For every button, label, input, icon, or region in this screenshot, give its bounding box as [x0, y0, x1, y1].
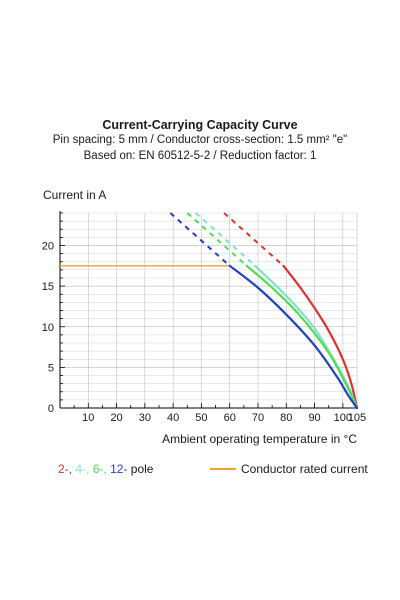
series-6-pole-dashed [186, 212, 248, 267]
x-tick-label: 10 [82, 412, 94, 424]
legend-pole12: 12- [110, 462, 128, 476]
x-tick-label: 50 [195, 412, 207, 424]
y-tick-label: 10 [42, 322, 54, 334]
legend-pole-counts: 2-, 4-, 6-, 12- pole [58, 462, 153, 476]
chart-title: Current-Carrying Capacity Curve [102, 118, 298, 132]
series-6-pole-curve [245, 264, 359, 410]
y-tick-label: 0 [48, 403, 54, 415]
y-axis-label: Current in A [43, 188, 107, 202]
x-tick-label: 30 [139, 412, 151, 424]
chart-subtitle-specs: Pin spacing: 5 mm / Conductor cross-sect… [52, 134, 348, 146]
x-tick-label: 60 [224, 412, 236, 424]
legend-pole2: 2-, [58, 462, 73, 476]
x-tick-label: 100 [334, 412, 352, 424]
series-2-pole-dashed [223, 212, 285, 267]
y-tick-label: 20 [42, 241, 54, 253]
x-tick-label: 70 [252, 412, 264, 424]
x-tick-label: 105 [348, 412, 366, 424]
legend-rated-swatch [210, 468, 236, 470]
x-axis-label: Ambient operating temperature in °C [162, 432, 357, 446]
legend-pole6: 6-, [92, 462, 107, 476]
series-2-pole-curve [282, 264, 359, 410]
x-tick-label: 80 [280, 412, 292, 424]
series-12-pole-curve [228, 264, 359, 410]
legend-rated-current: Conductor rated current [210, 462, 368, 476]
legend-pole-suffix: pole [130, 462, 154, 476]
legend-pole4: 4-, [75, 462, 90, 476]
y-tick-label: 15 [42, 281, 54, 293]
legend-rated-label: Conductor rated current [241, 462, 368, 476]
series-12-pole-dashed [169, 212, 231, 267]
y-tick-label: 5 [48, 362, 54, 374]
chart-subtitle-standard: Based on: EN 60512-5-2 / Reduction facto… [83, 150, 317, 162]
x-tick-label: 20 [110, 412, 122, 424]
x-tick-label: 40 [167, 412, 179, 424]
x-tick-label: 90 [308, 412, 320, 424]
series-4-pole-dashed [195, 212, 256, 267]
